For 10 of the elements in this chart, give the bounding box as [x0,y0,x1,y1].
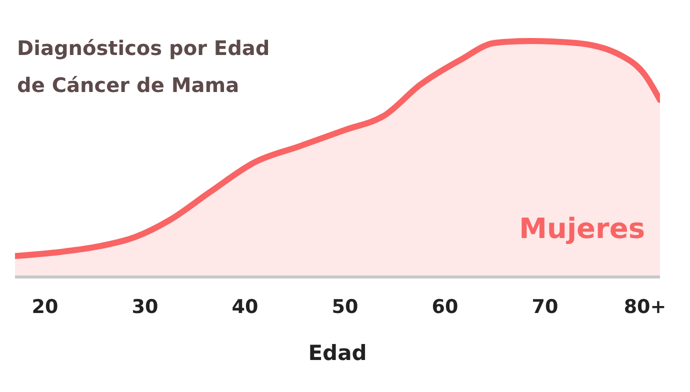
x-tick-label: 40 [232,296,258,318]
x-tick-label: 50 [332,296,358,318]
x-tick-label: 70 [532,296,558,318]
x-tick-label: 30 [132,296,158,318]
series-label: Mujeres [519,212,645,245]
x-tick-label: 80+ [624,296,666,318]
x-tick-label: 60 [432,296,458,318]
text: Diagnósticos por Edad de Cáncer de Mama [17,35,270,99]
x-axis-title: Edad [308,341,367,365]
x-tick-label: 20 [32,296,58,318]
